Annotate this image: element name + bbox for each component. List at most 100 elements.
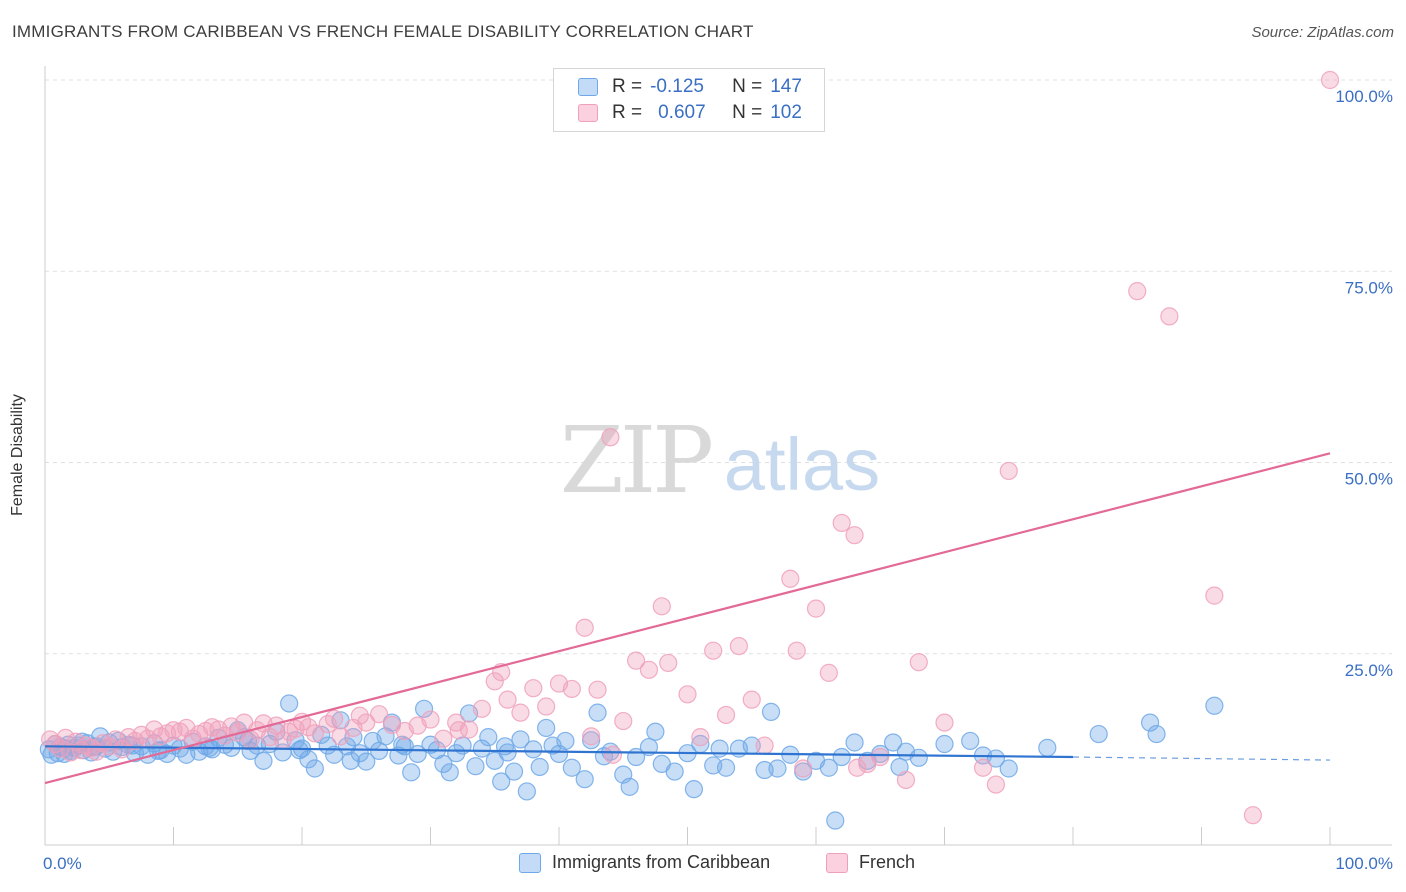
point-french	[986, 775, 1006, 794]
grid-lines	[45, 79, 1392, 655]
point-caribbean	[845, 733, 864, 752]
bottom-legend-caribbean: Immigrants from Caribbean	[519, 852, 770, 873]
legend-row-caribbean: R = -0.125 N = 147	[578, 75, 802, 99]
point-french	[832, 513, 851, 533]
point-caribbean	[530, 757, 549, 777]
point-caribbean	[716, 758, 736, 777]
point-french	[794, 759, 813, 778]
point-french	[582, 727, 601, 746]
legend-swatch-pink	[578, 104, 598, 122]
bottom-legend-french: French	[826, 852, 915, 873]
point-caribbean	[1147, 724, 1166, 744]
point-caribbean	[562, 758, 581, 777]
point-caribbean	[575, 770, 594, 789]
point-french	[755, 736, 774, 755]
bottom-legend-label-french: French	[859, 852, 916, 872]
trend-line-caribbean-extension	[1072, 756, 1331, 761]
legend-box: R = -0.125 N = 147 R = 0.607 N = 102	[553, 68, 825, 132]
point-caribbean	[1038, 738, 1057, 757]
point-french	[678, 685, 697, 704]
point-french	[434, 729, 453, 748]
point-french	[806, 599, 826, 618]
y-tick-label: 25.0%	[1345, 661, 1393, 680]
point-caribbean	[414, 699, 434, 718]
point-french	[626, 651, 646, 670]
point-french	[1128, 282, 1147, 301]
point-french	[601, 428, 620, 447]
point-french	[1205, 586, 1224, 605]
point-french	[652, 597, 671, 616]
tick-labels: 25.0% 50.0% 75.0% 100.0% 0.0% 100.0%	[43, 87, 1393, 873]
point-french	[691, 728, 710, 747]
point-french	[973, 758, 993, 777]
point-french	[524, 679, 543, 698]
point-caribbean	[768, 759, 787, 778]
point-caribbean	[582, 731, 601, 750]
legend-swatch-blue	[578, 78, 598, 96]
y-tick-label: 50.0%	[1345, 470, 1393, 489]
point-caribbean	[440, 763, 459, 782]
point-french	[845, 526, 864, 545]
point-french	[485, 672, 504, 691]
point-french	[575, 618, 594, 637]
point-french	[511, 703, 530, 722]
point-caribbean	[511, 730, 530, 749]
legend-n-value: 147	[770, 76, 802, 97]
point-caribbean	[556, 731, 575, 751]
point-french	[588, 680, 607, 699]
point-caribbean	[761, 702, 781, 721]
point-french	[459, 720, 479, 739]
point-caribbean	[961, 731, 980, 751]
point-french	[603, 745, 623, 764]
legend-r-value: 0.607	[658, 102, 706, 123]
point-caribbean	[646, 722, 665, 741]
legend-row-french: R = 0.607 N = 102	[578, 101, 802, 125]
point-french	[537, 697, 556, 716]
trend-lines	[44, 452, 1331, 785]
point-french	[1160, 307, 1179, 326]
point-caribbean	[819, 758, 838, 777]
point-french	[871, 747, 890, 767]
point-caribbean	[280, 694, 299, 713]
point-french	[787, 641, 806, 660]
point-french	[614, 711, 633, 731]
axes	[44, 66, 1392, 846]
point-caribbean	[999, 759, 1018, 778]
point-caribbean	[485, 751, 504, 770]
point-french	[449, 721, 468, 740]
legend-n-label: N =	[732, 102, 763, 123]
point-caribbean	[290, 741, 309, 760]
point-french	[498, 690, 517, 709]
source-label: Source: ZipAtlas.com	[1251, 24, 1394, 41]
point-french	[729, 636, 749, 656]
point-caribbean	[254, 751, 273, 770]
point-french	[370, 705, 389, 724]
point-caribbean	[1089, 724, 1108, 744]
point-caribbean	[620, 777, 639, 796]
bottom-legend-swatch-pink	[826, 852, 848, 873]
point-caribbean	[492, 772, 511, 791]
point-caribbean	[305, 759, 324, 778]
point-french	[357, 713, 376, 732]
point-caribbean	[832, 747, 851, 767]
point-caribbean	[517, 782, 536, 801]
legend-r-label: R =	[612, 76, 643, 97]
watermark: ZIP atlas	[560, 407, 880, 514]
point-caribbean	[1140, 713, 1160, 732]
point-french	[716, 705, 736, 725]
point-french	[781, 569, 800, 588]
y-tick-label: 75.0%	[1345, 278, 1393, 297]
watermark-zip: ZIP	[560, 407, 711, 514]
point-french	[562, 679, 581, 699]
point-caribbean	[1205, 696, 1224, 715]
watermark-atlas: atlas	[724, 423, 880, 506]
point-caribbean	[909, 748, 928, 767]
series-caribbean-points	[39, 694, 1224, 830]
point-french	[331, 727, 350, 746]
x-tick-label: 0.0%	[43, 854, 82, 873]
point-caribbean	[389, 746, 408, 765]
point-caribbean	[639, 737, 659, 757]
point-caribbean	[710, 739, 729, 758]
point-french	[472, 699, 491, 718]
